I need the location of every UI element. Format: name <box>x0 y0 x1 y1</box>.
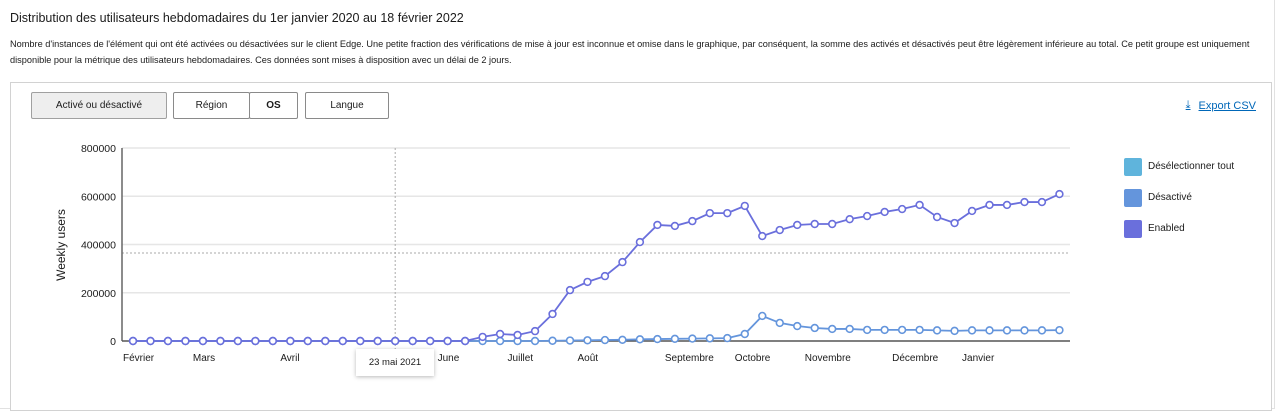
tab-os[interactable]: OS <box>249 92 298 119</box>
tab-region[interactable]: Région <box>173 92 250 119</box>
legend-item-deselect-all[interactable]: Désélectionner tout <box>1124 151 1234 182</box>
legend-label: Désélectionner tout <box>1148 161 1235 172</box>
page-title: Distribution des utilisateurs hebdomadai… <box>10 11 464 25</box>
tab-enabled-disabled[interactable]: Activé ou désactivé <box>31 92 167 119</box>
hover-tooltip: 23 mai 2021 <box>356 349 434 376</box>
legend-swatch <box>1124 219 1142 238</box>
export-csv-label: Export CSV <box>1198 99 1256 112</box>
download-icon: ⤓ <box>1185 99 1191 111</box>
page-description: Nombre d'instances de l'élément qui ont … <box>10 39 1250 65</box>
legend-swatch <box>1124 157 1142 176</box>
chart-panel: Activé ou désactivé Région OS Langue ⤓ E… <box>10 82 1272 411</box>
legend-item-disabled[interactable]: Désactivé <box>1124 182 1234 213</box>
legend-item-enabled[interactable]: Enabled <box>1124 213 1234 244</box>
legend-label: Désactivé <box>1148 192 1192 203</box>
legend-swatch <box>1124 188 1142 207</box>
legend-label: Enabled <box>1148 223 1185 234</box>
chart-legend: Désélectionner tout Désactivé Enabled <box>1124 151 1234 244</box>
tab-language[interactable]: Langue <box>305 92 389 119</box>
export-csv-link[interactable]: ⤓ Export CSV <box>1186 99 1256 112</box>
